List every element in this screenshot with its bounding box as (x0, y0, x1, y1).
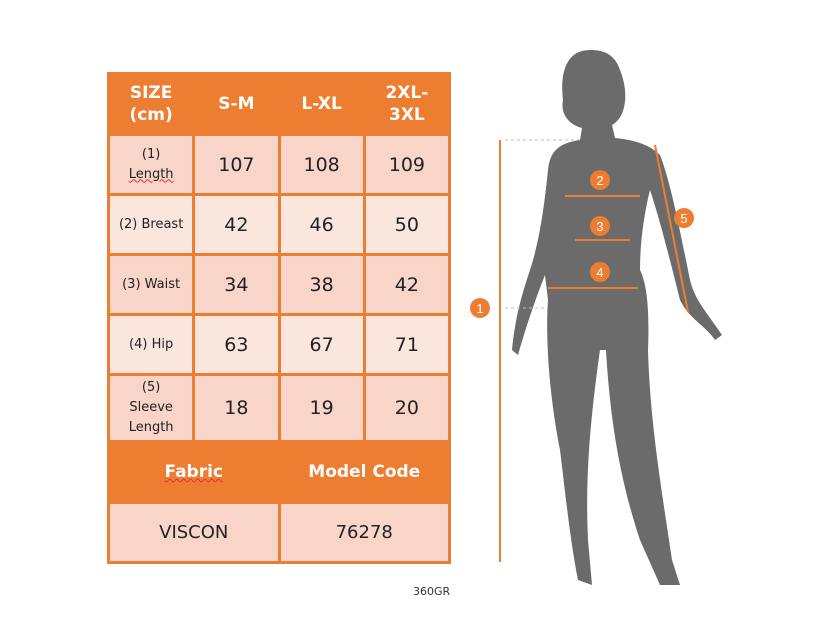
fabric-label: Fabric (107, 440, 281, 504)
fabric-row: VISCON 76278 (107, 501, 451, 564)
silhouette (512, 50, 722, 585)
cell: 108 (277, 133, 366, 196)
body-measurement-figure: 1 2 3 4 5 (470, 50, 722, 585)
marker-4: 4 (596, 265, 603, 280)
marker-badges (470, 170, 694, 318)
table-row: (5) Sleeve Length 18 19 20 (106, 373, 452, 443)
cell: 18 (192, 373, 281, 443)
row-label: (3) Waist (106, 253, 196, 316)
cell: 109 (362, 133, 452, 196)
model-code-label: Model Code (277, 440, 451, 504)
cell: 42 (192, 193, 281, 256)
header-2xl-3xl-label: 2XL-3XL (385, 83, 429, 125)
cell: 20 (362, 373, 452, 443)
marker-1: 1 (476, 301, 483, 316)
marker-5: 5 (680, 211, 687, 226)
measurement-lines (499, 140, 689, 562)
model-code-value: 76278 (277, 501, 451, 564)
table-row: (2) Breast 42 46 50 (106, 193, 452, 256)
header-2xl-3xl: 2XL-3XL (362, 72, 452, 136)
row-label: (2) Breast (106, 193, 196, 256)
table-row: (4) Hip 63 67 71 (106, 313, 452, 376)
marker-2: 2 (596, 173, 603, 188)
guide-lines (505, 139, 580, 309)
cell: 71 (362, 313, 452, 376)
table-row: (1) Length 107 108 109 (106, 133, 452, 196)
footer-note: 360GR (413, 585, 451, 598)
row-label: (5) Sleeve Length (106, 373, 196, 443)
cell: 19 (277, 373, 366, 443)
header-row: SIZE (cm) S-M L-XL 2XL-3XL (106, 72, 452, 136)
fabric-value: VISCON (107, 501, 281, 564)
cell: 107 (192, 133, 281, 196)
cell: 42 (362, 253, 452, 316)
header-size: SIZE (cm) (106, 72, 196, 136)
cell: 34 (192, 253, 281, 316)
cell: 46 (277, 193, 366, 256)
fabric-header-row: Fabric Model Code (107, 440, 451, 504)
row-label: (4) Hip (106, 313, 196, 376)
header-size-label: SIZE (cm) (129, 83, 173, 125)
cell: 63 (192, 313, 281, 376)
size-chart-table: SIZE (cm) S-M L-XL 2XL-3XL (1) Length 107… (106, 72, 452, 564)
header-l-xl: L-XL (277, 72, 366, 136)
cell: 50 (362, 193, 452, 256)
header-s-m: S-M (192, 72, 281, 136)
cell: 38 (277, 253, 366, 316)
cell: 67 (277, 313, 366, 376)
row-label: (1) Length (106, 133, 196, 196)
marker-3: 3 (596, 219, 603, 234)
table-row: (3) Waist 34 38 42 (106, 253, 452, 316)
